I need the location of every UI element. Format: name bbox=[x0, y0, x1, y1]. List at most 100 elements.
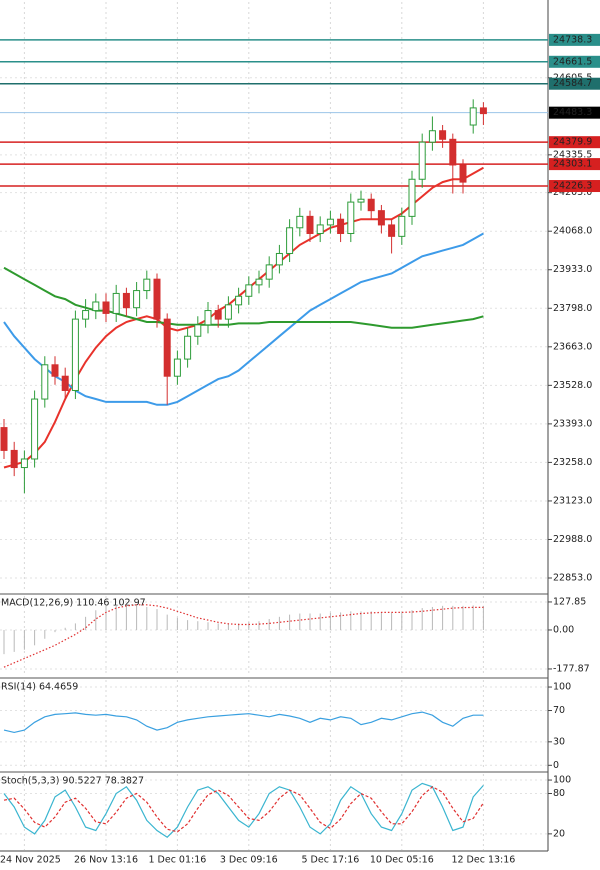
y-tick-label: 23528.0 bbox=[553, 380, 592, 391]
candle-body bbox=[224, 304, 232, 320]
candle-body bbox=[377, 210, 385, 226]
x-tick-label: 3 Dec 09:16 bbox=[220, 855, 278, 866]
candle-body bbox=[326, 218, 334, 226]
candle-body bbox=[337, 218, 345, 234]
candle-body bbox=[367, 198, 375, 212]
x-tick-label: 12 Dec 13:16 bbox=[451, 855, 515, 866]
candle-body bbox=[449, 138, 457, 166]
y-tick-label: 0.00 bbox=[553, 624, 574, 635]
candle-body bbox=[265, 264, 273, 280]
candle-body bbox=[418, 141, 426, 180]
y-tick-label: 23123.0 bbox=[553, 495, 592, 506]
y-tick-label: -177.87 bbox=[553, 663, 590, 674]
y-tick-label: 23258.0 bbox=[553, 457, 592, 468]
candle-body bbox=[459, 164, 467, 183]
candle-body bbox=[214, 310, 222, 320]
candle-body bbox=[153, 278, 161, 320]
candle-body bbox=[428, 130, 436, 143]
candle-body bbox=[194, 324, 202, 337]
candle-body bbox=[255, 278, 263, 286]
y-tick-label: 0 bbox=[553, 760, 559, 771]
level-label: 24584.7 bbox=[553, 78, 592, 89]
candle-body bbox=[439, 130, 447, 140]
candle-body bbox=[173, 358, 181, 377]
y-tick-label: 127.85 bbox=[553, 596, 586, 607]
y-tick-label: 24335.5 bbox=[553, 149, 592, 160]
x-tick-label: 24 Nov 2025 bbox=[0, 855, 61, 866]
level-label: 24483.3 bbox=[553, 107, 592, 118]
y-tick-label: 24203.0 bbox=[553, 187, 592, 198]
level-label: 24226.3 bbox=[553, 181, 592, 192]
panel-title: Stoch(5,3,3) 90.5227 78.3827 bbox=[1, 776, 144, 787]
candle-body bbox=[388, 224, 396, 237]
candle-body bbox=[41, 364, 49, 400]
candle-body bbox=[398, 215, 406, 237]
y-tick-label: 80 bbox=[553, 788, 565, 799]
indicator-line bbox=[3, 711, 484, 734]
y-tick-label: 100 bbox=[553, 682, 571, 693]
y-tick-label: 23663.0 bbox=[553, 341, 592, 352]
y-tick-label: 22988.0 bbox=[553, 534, 592, 545]
y-tick-label: 100 bbox=[553, 775, 571, 786]
candle-body bbox=[31, 398, 39, 460]
level-label-box bbox=[549, 136, 600, 149]
candle-body bbox=[286, 227, 294, 254]
candle-body bbox=[469, 107, 477, 126]
level-label-box bbox=[549, 55, 600, 68]
candle-body bbox=[204, 310, 212, 326]
candle-body bbox=[347, 201, 355, 234]
y-tick-label: 23798.0 bbox=[553, 303, 592, 314]
y-tick-label: 22853.0 bbox=[553, 573, 592, 584]
y-tick-label: 23393.0 bbox=[553, 418, 592, 429]
candle-body bbox=[61, 375, 69, 391]
candle-body bbox=[357, 198, 365, 203]
candle-body bbox=[92, 301, 100, 312]
level-label: 24738.3 bbox=[553, 34, 592, 45]
level-label-box bbox=[549, 158, 600, 171]
indicator-line bbox=[3, 166, 484, 469]
indicator-line bbox=[3, 782, 484, 838]
y-tick-label: 70 bbox=[553, 705, 565, 716]
candle-body bbox=[102, 301, 110, 314]
x-tick-label: 10 Dec 05:16 bbox=[370, 855, 434, 866]
candle-body bbox=[479, 107, 487, 115]
candle-body bbox=[306, 215, 314, 234]
candle-body bbox=[71, 318, 79, 391]
level-label-box bbox=[549, 77, 600, 90]
y-tick-label: 24068.0 bbox=[553, 226, 592, 237]
candle-body bbox=[0, 427, 8, 451]
indicator-line bbox=[3, 232, 484, 406]
level-label-box bbox=[549, 33, 600, 46]
x-tick-label: 1 Dec 01:16 bbox=[148, 855, 206, 866]
level-label-box bbox=[549, 180, 600, 193]
candle-body bbox=[10, 449, 18, 469]
level-label: 24379.9 bbox=[553, 137, 592, 148]
level-label: 24661.5 bbox=[553, 56, 592, 67]
candle-body bbox=[133, 290, 141, 309]
x-tick-label: 26 Nov 13:16 bbox=[74, 855, 138, 866]
candle-body bbox=[122, 292, 130, 309]
candle-body bbox=[275, 252, 283, 266]
candle-body bbox=[408, 178, 416, 217]
candle-body bbox=[316, 224, 324, 234]
candle-body bbox=[143, 278, 151, 292]
indicator-line bbox=[3, 786, 484, 833]
candle-body bbox=[163, 318, 171, 377]
candle-body bbox=[20, 458, 28, 469]
candle-body bbox=[51, 364, 59, 377]
panel-title: MACD(12,26,9) 110.46 102.97 bbox=[1, 598, 146, 609]
candle-body bbox=[296, 215, 304, 229]
indicator-line bbox=[3, 604, 484, 668]
panel-title: RSI(14) 64.4659 bbox=[1, 682, 78, 693]
y-tick-label: 20 bbox=[553, 828, 565, 839]
y-tick-label: 30 bbox=[553, 736, 565, 747]
candle-body bbox=[184, 335, 192, 360]
candle-body bbox=[235, 295, 243, 306]
level-label-box bbox=[549, 106, 600, 119]
indicator-line bbox=[3, 266, 484, 329]
candle-body bbox=[245, 284, 253, 297]
x-tick-label: 5 Dec 17:16 bbox=[301, 855, 359, 866]
candle-body bbox=[112, 292, 120, 314]
